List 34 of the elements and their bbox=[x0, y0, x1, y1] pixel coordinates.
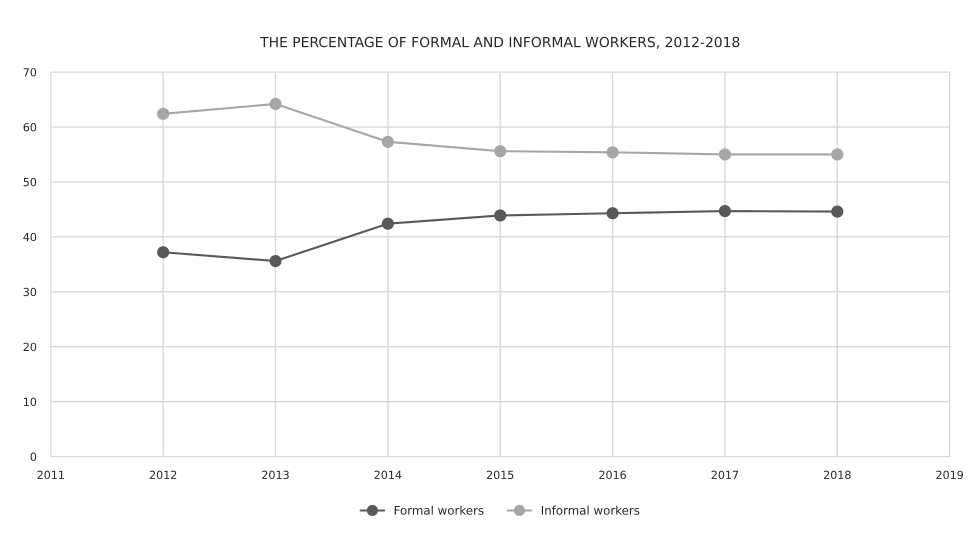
point bbox=[157, 246, 170, 258]
x-tick-label: 2018 bbox=[824, 470, 851, 480]
y-tick-label: 10 bbox=[24, 398, 36, 406]
y-tick-label: 60 bbox=[24, 122, 36, 132]
y-tick-label: 40 bbox=[23, 232, 36, 242]
point bbox=[831, 206, 844, 218]
point bbox=[718, 148, 732, 161]
x-tick-label: 2019 bbox=[936, 470, 963, 480]
x-tick-label: 2017 bbox=[712, 470, 738, 480]
point bbox=[382, 136, 394, 148]
point bbox=[494, 209, 506, 222]
y-tick-label: 0 bbox=[30, 452, 36, 461]
x-tick-label: 2012 bbox=[150, 470, 176, 480]
point bbox=[494, 145, 506, 158]
point bbox=[718, 204, 732, 218]
x-tick-label: 2013 bbox=[262, 470, 289, 480]
y-tick-label: 50 bbox=[24, 178, 36, 186]
point bbox=[269, 254, 282, 268]
y-tick-label: 70 bbox=[24, 68, 36, 76]
point bbox=[269, 98, 282, 110]
point bbox=[606, 207, 619, 220]
x-tick-label: 2016 bbox=[599, 470, 626, 480]
point bbox=[382, 218, 394, 230]
x-tick-label: 2011 bbox=[37, 470, 64, 480]
x-tick-label: 2014 bbox=[374, 470, 402, 480]
y-tick-label: 30 bbox=[24, 288, 36, 296]
y-tick-label: 20 bbox=[24, 342, 36, 352]
x-tick-label: 2015 bbox=[486, 470, 514, 480]
chart-title: THE PERCENTAGE OF FORMAL AND INFORMAL WORKERS, 2012-2018 bbox=[260, 36, 740, 49]
point bbox=[606, 146, 619, 158]
point bbox=[157, 108, 170, 120]
legend-label: Formal workers bbox=[394, 506, 484, 515]
point bbox=[831, 148, 844, 161]
legend-label: Informal workers bbox=[542, 506, 640, 515]
